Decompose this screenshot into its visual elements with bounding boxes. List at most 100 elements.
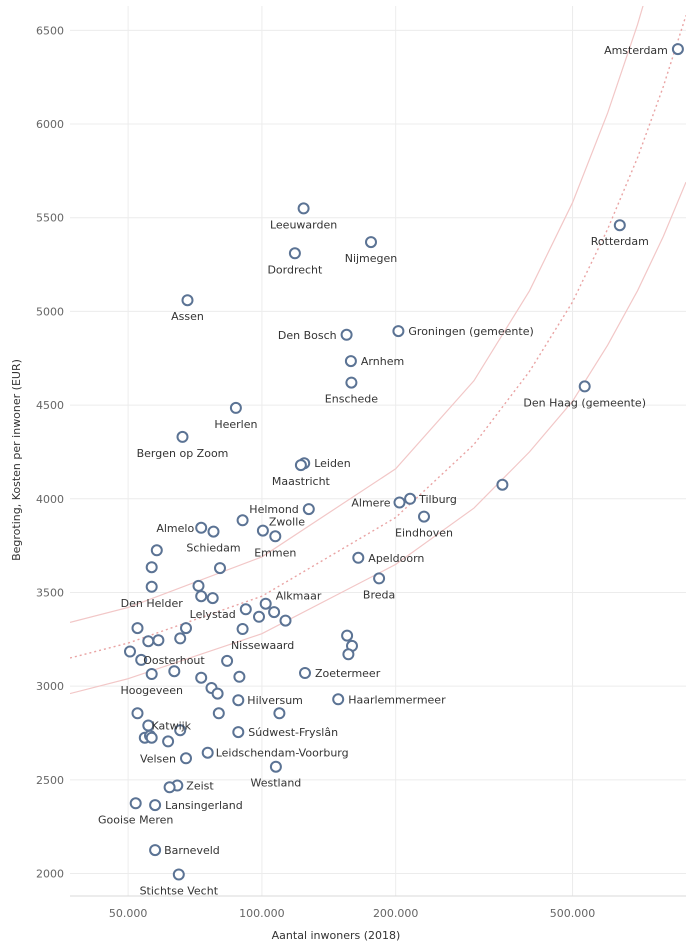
data-label: Assen: [171, 310, 204, 323]
data-point[interactable]: [150, 544, 163, 557]
data-label: Almelo: [156, 522, 194, 535]
y-tick-label: 6000: [36, 118, 64, 131]
y-tick-label: 5000: [36, 305, 64, 318]
data-point[interactable]: [341, 629, 354, 642]
y-axis-title: Begroting, Kosten per inwoner (EUR): [10, 359, 23, 561]
data-point[interactable]: [172, 868, 185, 881]
data-point[interactable]: [152, 634, 165, 647]
data-point[interactable]: [131, 622, 144, 635]
data-point[interactable]: [269, 530, 282, 543]
data-point[interactable]: [256, 524, 269, 537]
data-point[interactable]: [142, 635, 155, 648]
data-point[interactable]: [162, 735, 175, 748]
data-point[interactable]: [206, 592, 219, 605]
data-point[interactable]: [232, 726, 245, 739]
data-label: Leidschendam-Voorburg: [216, 747, 349, 760]
data-point[interactable]: [279, 614, 292, 627]
data-point[interactable]: [135, 653, 148, 666]
data-point[interactable]: [174, 632, 187, 645]
data-point[interactable]: [174, 724, 187, 737]
data-label: Haarlemmermeer: [348, 693, 446, 706]
data-point[interactable]: [229, 401, 242, 414]
data-label: Leiden: [314, 457, 351, 470]
data-point[interactable]: [180, 622, 192, 635]
data-point[interactable]: [294, 459, 307, 472]
data-point[interactable]: [145, 668, 158, 680]
data-label: Gooise Meren: [98, 813, 173, 826]
y-tick-label: 2000: [36, 868, 64, 881]
y-tick-label: 3000: [36, 680, 64, 693]
data-point[interactable]: [299, 667, 311, 679]
data-point[interactable]: [332, 693, 345, 706]
data-point[interactable]: [145, 561, 158, 574]
data-point[interactable]: [129, 797, 142, 810]
data-label: Den Haag (gemeente): [523, 396, 646, 409]
data-point[interactable]: [181, 294, 194, 307]
data-point[interactable]: [404, 492, 417, 505]
data-point[interactable]: [168, 665, 181, 678]
data-label: Breda: [363, 588, 395, 601]
data-point[interactable]: [345, 376, 358, 389]
data-point[interactable]: [131, 707, 144, 720]
data-point[interactable]: [418, 510, 430, 523]
data-point[interactable]: [613, 219, 626, 232]
data-point[interactable]: [180, 752, 192, 765]
data-label: Eindhoven: [395, 527, 453, 540]
data-label: Dordrecht: [267, 263, 323, 276]
data-point[interactable]: [259, 597, 272, 610]
x-axis-ticks: 50.000 100.000 200.000 500.000: [109, 907, 595, 920]
data-point[interactable]: [207, 525, 220, 538]
data-point[interactable]: [176, 430, 189, 443]
data-point[interactable]: [212, 707, 225, 720]
data-label: Súdwest-Fryslân: [248, 726, 338, 739]
data-point[interactable]: [236, 623, 249, 635]
data-point[interactable]: [195, 671, 208, 684]
data-point[interactable]: [192, 579, 205, 592]
data-point[interactable]: [671, 43, 684, 56]
data-point[interactable]: [239, 603, 252, 616]
data-point[interactable]: [297, 202, 310, 215]
data-label: Nijmegen: [345, 252, 398, 265]
y-tick-label: 3500: [36, 586, 64, 599]
data-points: [124, 43, 684, 881]
data-point[interactable]: [342, 648, 355, 661]
data-point[interactable]: [201, 746, 214, 759]
data-point[interactable]: [392, 325, 405, 338]
data-label: Zoetermeer: [315, 667, 381, 680]
data-point[interactable]: [236, 514, 249, 527]
data-point[interactable]: [288, 247, 301, 260]
data-point[interactable]: [149, 799, 162, 812]
data-point[interactable]: [253, 610, 265, 623]
data-point[interactable]: [195, 521, 208, 534]
data-point[interactable]: [352, 551, 365, 564]
x-tick-label: 50.000: [109, 907, 148, 920]
data-point[interactable]: [145, 731, 158, 744]
data-point[interactable]: [211, 687, 224, 700]
data-label: Bergen op Zoom: [137, 447, 229, 460]
data-point[interactable]: [344, 355, 357, 368]
data-point[interactable]: [273, 707, 286, 720]
data-point[interactable]: [302, 503, 315, 516]
data-point[interactable]: [195, 590, 208, 603]
data-point[interactable]: [145, 580, 158, 593]
data-point[interactable]: [221, 654, 234, 667]
data-point[interactable]: [163, 781, 176, 794]
data-point[interactable]: [496, 478, 509, 491]
data-point[interactable]: [340, 328, 353, 341]
data-point[interactable]: [124, 645, 136, 658]
data-point[interactable]: [393, 496, 406, 509]
data-label: Enschede: [325, 393, 378, 406]
data-point[interactable]: [269, 760, 282, 773]
data-point[interactable]: [578, 380, 591, 393]
data-label: Katwijk: [152, 719, 192, 732]
data-point[interactable]: [233, 670, 246, 683]
data-point[interactable]: [232, 694, 245, 707]
data-label: Heerlen: [214, 418, 257, 431]
data-point[interactable]: [373, 572, 386, 585]
data-point[interactable]: [214, 562, 226, 575]
data-labels: Amsterdam Rotterdam Den Haag (gemeente) Lee…: [98, 44, 668, 897]
y-tick-label: 5500: [36, 212, 64, 225]
data-point[interactable]: [365, 236, 377, 249]
data-point[interactable]: [149, 844, 162, 857]
data-point[interactable]: [268, 606, 281, 619]
